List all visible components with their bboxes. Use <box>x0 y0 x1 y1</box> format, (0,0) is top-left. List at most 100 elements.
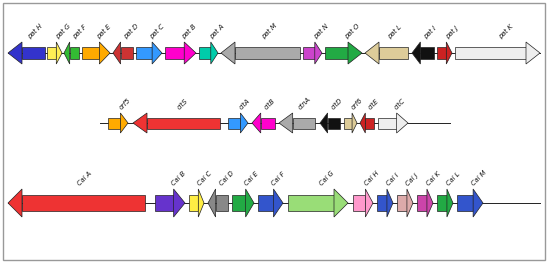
Polygon shape <box>412 42 420 64</box>
Polygon shape <box>8 42 22 64</box>
Polygon shape <box>113 42 121 64</box>
Polygon shape <box>473 189 483 217</box>
Text: citC: citC <box>393 98 406 111</box>
Text: pat F: pat F <box>71 24 88 40</box>
Polygon shape <box>273 189 283 217</box>
Text: Cal H: Cal H <box>363 170 380 187</box>
Text: citD: citD <box>330 97 344 111</box>
Text: Cal L: Cal L <box>445 171 461 187</box>
Text: pat N: pat N <box>312 23 329 40</box>
Polygon shape <box>526 42 540 64</box>
Bar <box>70 47 79 59</box>
Polygon shape <box>8 189 22 217</box>
Polygon shape <box>360 113 366 133</box>
Text: citE: citE <box>367 98 380 111</box>
Bar <box>397 195 407 211</box>
Polygon shape <box>121 113 128 133</box>
Polygon shape <box>152 42 162 64</box>
Text: pat H: pat H <box>26 23 43 40</box>
Text: Cal B: Cal B <box>170 171 186 187</box>
Polygon shape <box>56 42 62 64</box>
Bar <box>366 118 374 129</box>
Bar <box>199 47 211 59</box>
Bar <box>420 47 434 59</box>
Bar <box>353 195 366 211</box>
Polygon shape <box>397 113 408 133</box>
Bar <box>235 47 300 59</box>
Text: Cal F: Cal F <box>271 171 286 187</box>
Text: Cal A: Cal A <box>77 171 93 187</box>
Text: Cal M: Cal M <box>470 170 487 187</box>
Polygon shape <box>427 189 433 217</box>
Polygon shape <box>387 189 393 217</box>
Bar <box>22 195 145 211</box>
Polygon shape <box>208 189 215 217</box>
Bar <box>455 47 526 59</box>
Text: Cal K: Cal K <box>425 171 441 187</box>
Text: citB: citB <box>264 98 277 111</box>
Bar <box>258 195 273 211</box>
Bar <box>288 195 334 211</box>
Bar <box>344 118 352 129</box>
Polygon shape <box>366 189 373 217</box>
Text: citA: citA <box>238 98 251 111</box>
Bar <box>377 195 387 211</box>
Bar <box>437 195 447 211</box>
Bar <box>232 195 246 211</box>
Polygon shape <box>246 189 254 217</box>
Text: citS: citS <box>176 98 190 111</box>
Bar <box>165 47 184 59</box>
Bar <box>155 195 174 211</box>
Polygon shape <box>174 189 185 217</box>
Text: Cal J: Cal J <box>405 173 420 187</box>
Bar <box>47 47 56 59</box>
Text: Cal I: Cal I <box>385 173 399 187</box>
Text: pat A: pat A <box>208 23 225 40</box>
Bar <box>228 118 241 129</box>
Text: Cal E: Cal E <box>243 171 259 187</box>
Text: Cal C: Cal C <box>197 171 213 187</box>
Polygon shape <box>198 189 204 217</box>
Text: pat I: pat I <box>423 25 438 40</box>
Bar <box>417 195 427 211</box>
Text: orf5: orf5 <box>118 97 132 111</box>
Polygon shape <box>184 42 196 64</box>
Text: pat L: pat L <box>386 24 403 40</box>
Bar <box>136 47 152 59</box>
Polygon shape <box>352 113 357 133</box>
Bar <box>147 118 220 129</box>
Text: pat G: pat G <box>54 23 72 40</box>
Text: pat B: pat B <box>180 23 197 40</box>
Text: pat K: pat K <box>498 23 514 40</box>
Text: pat O: pat O <box>344 23 361 40</box>
Polygon shape <box>320 113 328 133</box>
Bar <box>457 195 473 211</box>
Bar <box>108 118 121 129</box>
Text: pat J: pat J <box>444 25 459 40</box>
Bar <box>215 195 228 211</box>
Polygon shape <box>133 113 147 133</box>
Text: pat D: pat D <box>123 23 140 40</box>
Bar <box>378 118 397 129</box>
Polygon shape <box>279 113 293 133</box>
Text: ctnA: ctnA <box>297 96 312 111</box>
Bar <box>22 47 45 59</box>
Bar <box>379 47 408 59</box>
Polygon shape <box>407 189 413 217</box>
Text: Cal G: Cal G <box>318 170 335 187</box>
Text: pat C: pat C <box>149 23 166 40</box>
Polygon shape <box>252 113 261 133</box>
Polygon shape <box>315 42 322 64</box>
Text: Cal D: Cal D <box>218 170 235 187</box>
Bar <box>82 47 99 59</box>
Polygon shape <box>241 113 248 133</box>
Polygon shape <box>446 42 452 64</box>
Bar <box>437 47 446 59</box>
Bar <box>293 118 315 129</box>
Text: pat M: pat M <box>260 22 278 40</box>
Polygon shape <box>334 189 348 217</box>
Polygon shape <box>211 42 218 64</box>
Polygon shape <box>348 42 362 64</box>
Polygon shape <box>365 42 379 64</box>
Bar <box>261 118 275 129</box>
